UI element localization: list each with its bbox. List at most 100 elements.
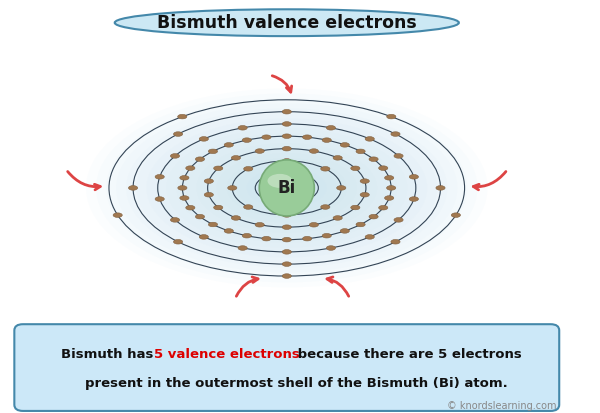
Ellipse shape [282,225,292,229]
Ellipse shape [351,205,360,210]
Ellipse shape [259,160,314,216]
Ellipse shape [451,213,460,217]
Ellipse shape [115,9,459,36]
Ellipse shape [173,132,182,136]
Ellipse shape [232,216,241,220]
Ellipse shape [391,240,400,244]
Ellipse shape [282,274,292,278]
Ellipse shape [277,183,297,193]
Text: Bismuth has: Bismuth has [61,348,158,361]
Ellipse shape [180,176,189,180]
Ellipse shape [302,135,312,140]
Ellipse shape [282,213,292,217]
Ellipse shape [333,156,342,160]
Ellipse shape [247,168,327,208]
Ellipse shape [282,134,292,138]
Ellipse shape [208,149,218,154]
Ellipse shape [321,205,330,209]
Ellipse shape [262,135,271,140]
Ellipse shape [257,173,317,203]
Ellipse shape [360,179,370,183]
Ellipse shape [360,192,370,197]
Ellipse shape [282,147,292,151]
Ellipse shape [394,154,403,158]
Ellipse shape [369,214,378,219]
Ellipse shape [262,236,271,241]
Ellipse shape [242,233,251,238]
Ellipse shape [196,157,205,161]
Ellipse shape [228,185,237,190]
Ellipse shape [170,218,179,222]
Ellipse shape [217,153,357,223]
Ellipse shape [394,218,403,222]
Ellipse shape [186,205,195,210]
Ellipse shape [321,166,330,171]
Ellipse shape [166,128,407,248]
Ellipse shape [176,133,397,243]
Ellipse shape [387,114,396,119]
Ellipse shape [106,98,467,278]
Ellipse shape [255,223,264,227]
Ellipse shape [204,192,214,197]
Ellipse shape [186,166,195,171]
Ellipse shape [155,197,164,201]
Ellipse shape [227,158,347,218]
Ellipse shape [282,122,292,126]
Ellipse shape [128,185,137,190]
Ellipse shape [178,114,187,119]
Ellipse shape [385,196,394,200]
Ellipse shape [356,149,365,154]
Ellipse shape [199,235,208,239]
Ellipse shape [155,175,164,179]
Ellipse shape [126,108,448,268]
Ellipse shape [242,138,251,142]
Ellipse shape [146,118,427,258]
Ellipse shape [379,205,388,210]
Ellipse shape [267,178,307,198]
Ellipse shape [236,163,337,213]
Ellipse shape [309,223,319,227]
Ellipse shape [255,149,264,153]
Ellipse shape [136,113,437,263]
Ellipse shape [199,137,208,141]
Ellipse shape [391,132,400,136]
Ellipse shape [436,185,445,190]
Ellipse shape [337,185,346,190]
Ellipse shape [206,148,367,228]
Ellipse shape [178,185,187,190]
Ellipse shape [309,149,319,153]
Ellipse shape [244,166,253,171]
Text: © knordslearning.com: © knordslearning.com [447,401,556,411]
Ellipse shape [96,93,478,282]
Ellipse shape [326,246,335,250]
Ellipse shape [333,216,342,220]
Text: 5 valence electrons: 5 valence electrons [154,348,300,361]
Ellipse shape [282,249,292,254]
Ellipse shape [187,138,387,237]
Ellipse shape [379,166,388,171]
Ellipse shape [409,197,418,201]
Ellipse shape [268,174,292,188]
Ellipse shape [156,123,417,253]
Ellipse shape [196,214,205,219]
Ellipse shape [322,138,331,142]
Ellipse shape [322,233,331,238]
Ellipse shape [214,205,223,210]
Ellipse shape [86,88,488,287]
Ellipse shape [224,142,233,147]
Ellipse shape [116,103,457,273]
Text: present in the outermost shell of the Bismuth (Bi) atom.: present in the outermost shell of the Bi… [85,377,508,390]
Text: because there are 5 electrons: because there are 5 electrons [293,348,522,361]
Ellipse shape [173,240,182,244]
Ellipse shape [385,176,394,180]
Ellipse shape [204,179,214,183]
FancyBboxPatch shape [14,324,559,411]
Ellipse shape [214,166,223,171]
Ellipse shape [351,166,360,171]
Ellipse shape [365,235,374,239]
Ellipse shape [282,159,292,163]
Ellipse shape [180,196,189,200]
Ellipse shape [282,201,292,206]
Ellipse shape [208,222,218,227]
Ellipse shape [224,229,233,233]
